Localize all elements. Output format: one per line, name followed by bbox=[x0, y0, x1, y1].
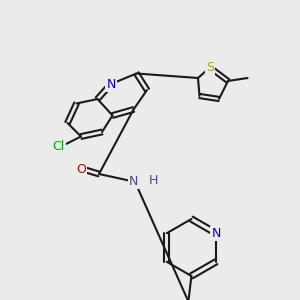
Text: H: H bbox=[148, 173, 158, 187]
Text: O: O bbox=[76, 163, 86, 176]
Text: N: N bbox=[129, 175, 138, 188]
Text: N: N bbox=[212, 227, 221, 240]
Text: N: N bbox=[106, 77, 116, 91]
Text: Cl: Cl bbox=[52, 140, 64, 154]
Text: S: S bbox=[206, 61, 214, 74]
